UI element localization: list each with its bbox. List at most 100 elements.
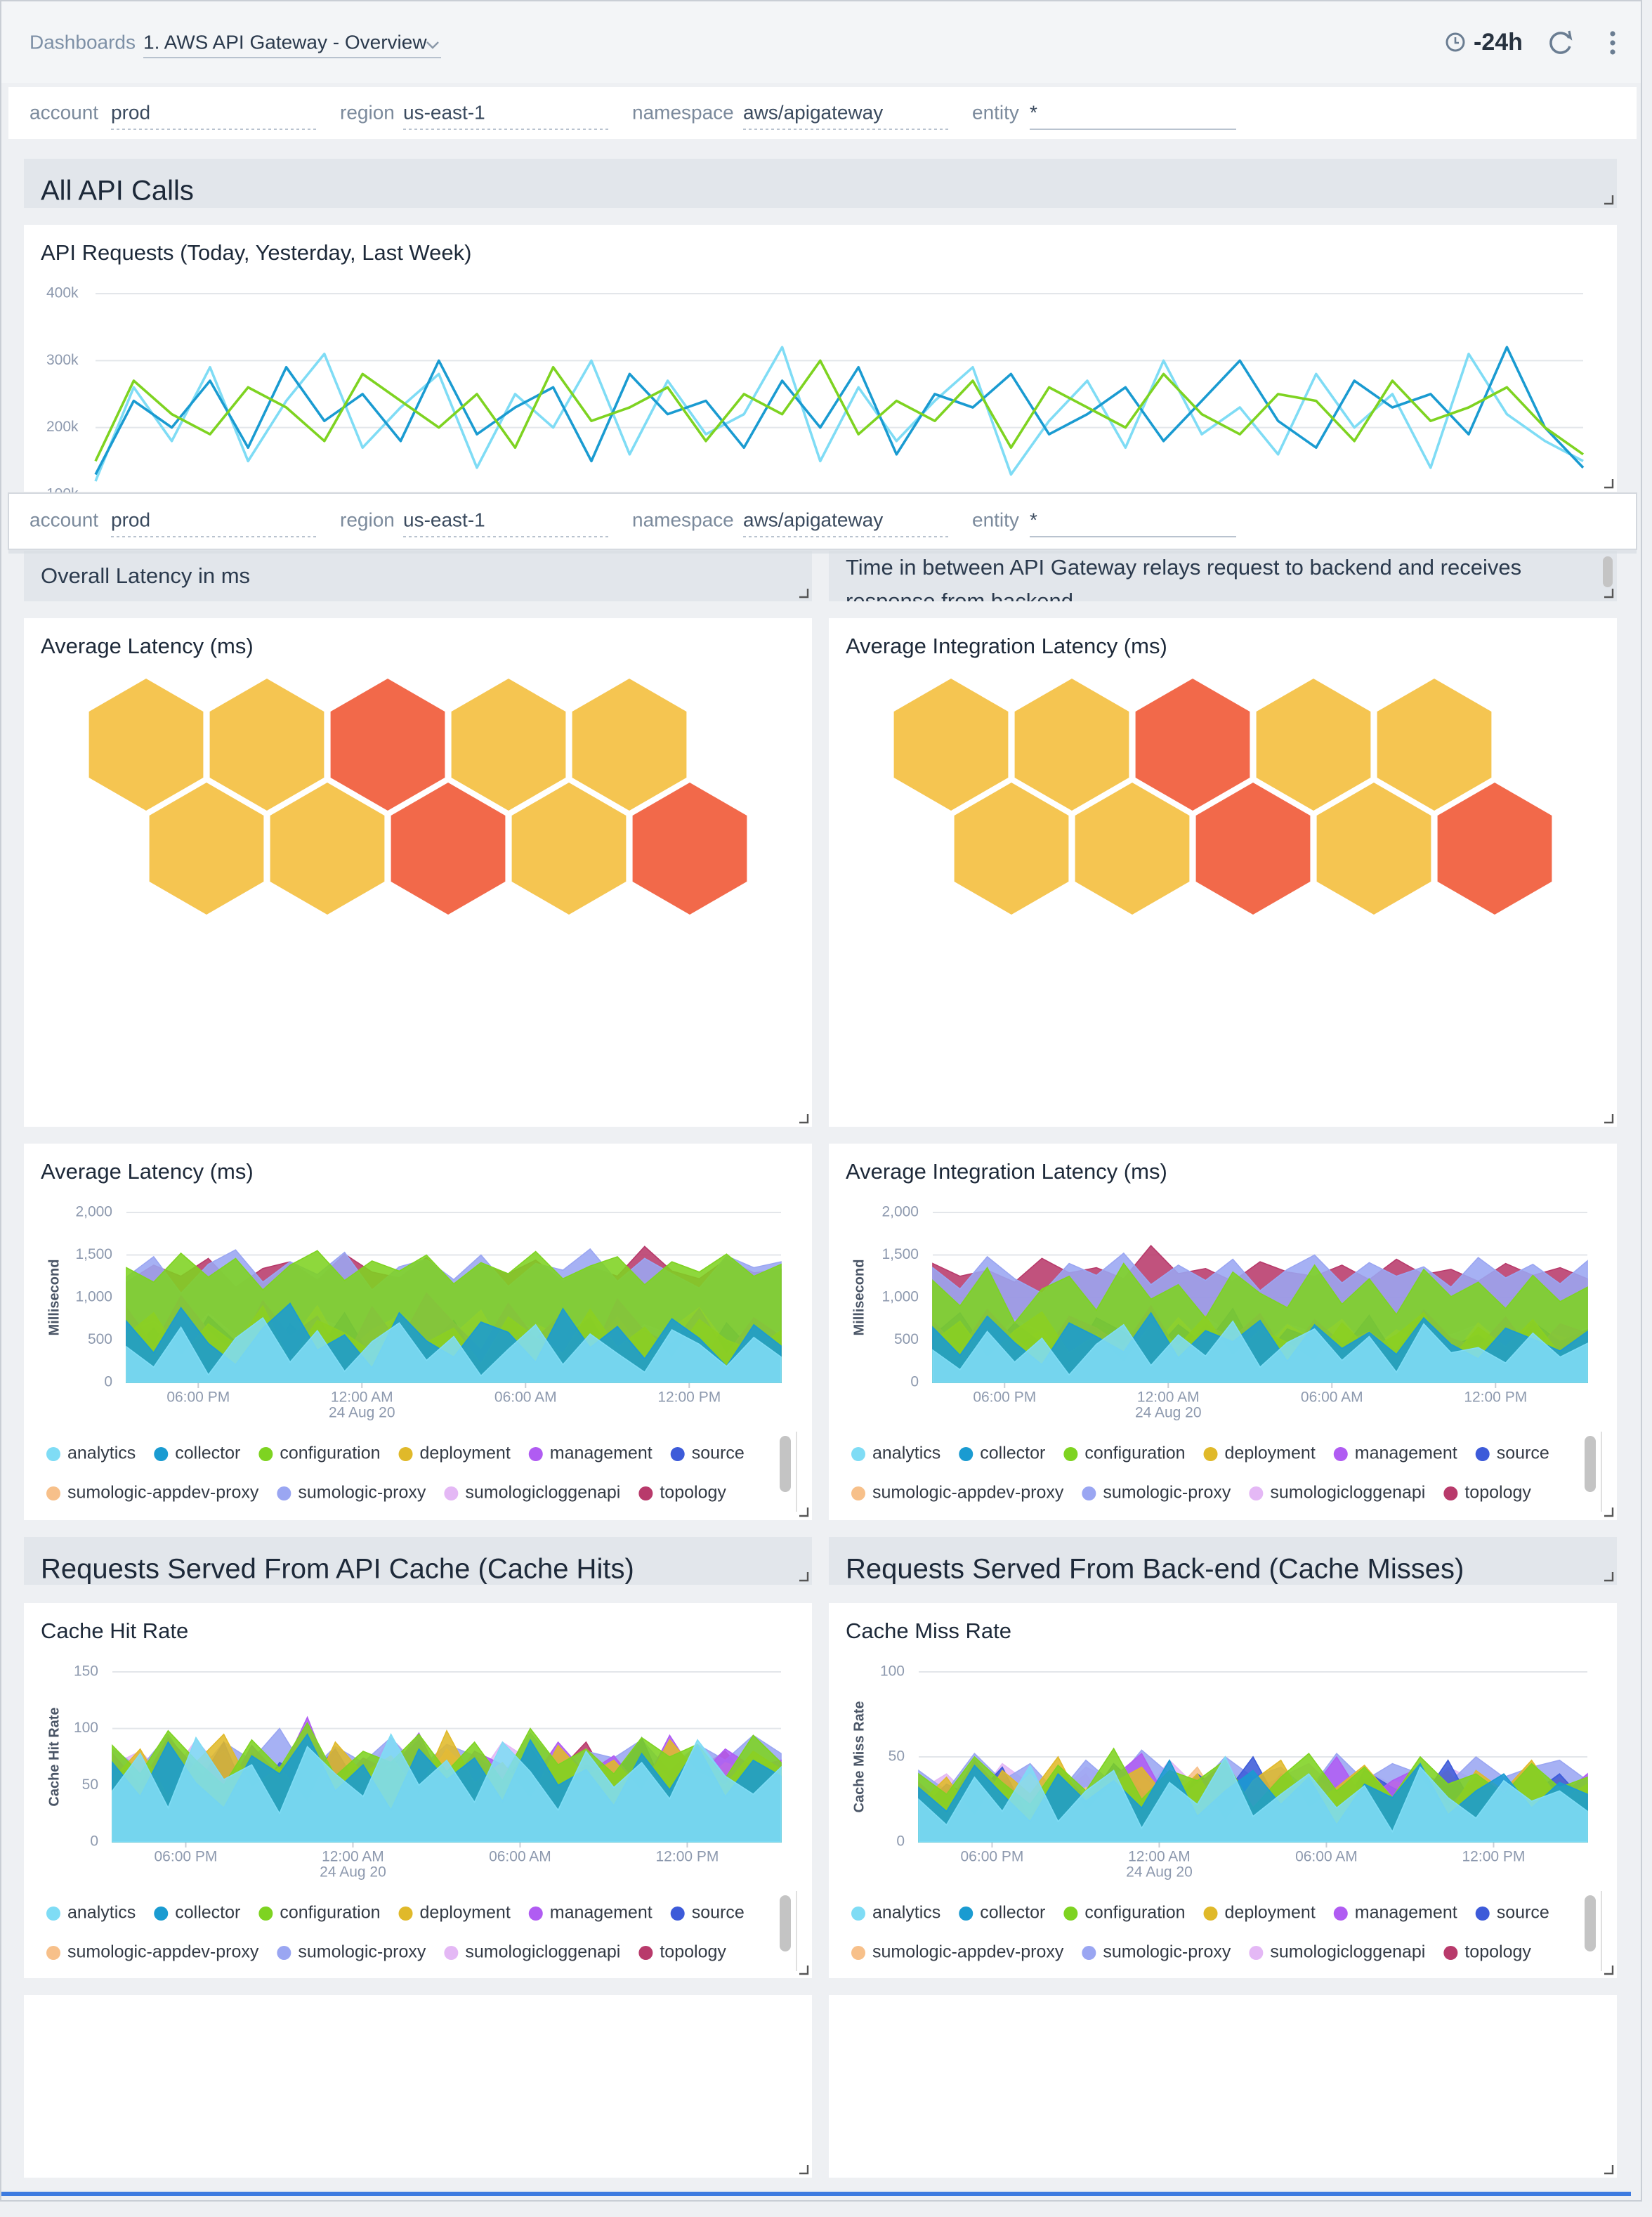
legend-label[interactable]: source [1497,1903,1549,1923]
sticky-filter-bar: account prod region us-east-1 namespace aws/a… [8,492,1637,554]
legend-label[interactable]: configuration [280,1903,380,1923]
legend-label[interactable]: collector [980,1444,1045,1463]
legend-label[interactable]: sumologicloggenapi [465,1483,620,1503]
legend-label[interactable]: analytics [872,1444,940,1463]
x-tick-label: 06:00 PM [961,1849,1024,1865]
honeycomb-cell[interactable] [391,783,506,915]
legend-scrollbar[interactable] [1585,1895,1596,1951]
honeycomb-cell[interactable] [893,679,1009,811]
clock-icon[interactable] [1446,32,1465,52]
legend-label[interactable]: topology [1464,1483,1531,1503]
legend-scrollbar[interactable] [780,1436,791,1492]
legend-label[interactable]: sumologicloggenapi [1270,1483,1425,1503]
honeycomb-cell[interactable] [1316,783,1431,915]
legend-label[interactable]: source [1497,1444,1549,1463]
honeycomb-cell[interactable] [88,679,204,811]
legend-label[interactable]: sumologic-proxy [1103,1942,1231,1962]
x-tick-label: 12:00 AM [1128,1849,1191,1865]
x-tick-label: 12:00 PM [1464,1389,1527,1406]
legend-label[interactable]: configuration [280,1444,380,1463]
honeycomb-cell[interactable] [1075,783,1190,915]
honeycomb-cell[interactable] [451,679,566,811]
honeycomb-cell[interactable] [270,783,385,915]
honeycomb-cell[interactable] [209,679,324,811]
legend-label[interactable]: sumologic-appdev-proxy [872,1483,1064,1503]
legend-label[interactable]: analytics [67,1444,136,1463]
legend-label[interactable]: deployment [420,1903,511,1923]
x-tick-label: 12:00 PM [656,1849,719,1865]
honeycomb-cell[interactable] [1256,679,1371,811]
filter-label: namespace [632,509,734,530]
legend-scrollbar[interactable] [780,1895,791,1951]
legend-label[interactable]: sumologic-proxy [298,1942,426,1962]
legend-label[interactable]: collector [175,1444,240,1463]
legend-label[interactable]: source [692,1903,745,1923]
filter-value[interactable]: us-east-1 [403,509,485,530]
legend-label[interactable]: configuration [1084,1903,1185,1923]
y-axis-title: Millisecond [851,1260,867,1336]
x-tick-label: 12:00 AM [331,1389,393,1406]
text-panel: Time in between API Gateway relays reque… [846,556,1522,601]
legend-label[interactable]: deployment [1225,1444,1316,1463]
legend-label[interactable]: collector [980,1903,1045,1923]
y-tick-label: 100 [880,1663,905,1680]
filter-value[interactable]: aws/apigateway [743,509,883,530]
refresh-icon[interactable] [1549,32,1571,54]
chart-title: Average Latency (ms) [41,634,254,658]
legend-label[interactable]: management [1355,1903,1457,1923]
honeycomb-cell[interactable] [330,679,445,811]
honeycomb-cell[interactable] [1377,679,1492,811]
legend-label[interactable]: sumologic-appdev-proxy [67,1483,259,1503]
time-range[interactable]: -24h [1474,29,1523,55]
legend-label[interactable]: management [550,1903,653,1923]
legend-label[interactable]: collector [175,1903,240,1923]
resize-handle [799,1572,809,1582]
legend-label[interactable]: sumologic-proxy [298,1483,426,1503]
filter-value[interactable]: * [1030,101,1037,123]
filter-value[interactable]: us-east-1 [403,101,485,123]
legend-label[interactable]: sumologicloggenapi [465,1942,620,1962]
honeycomb-cell[interactable] [1437,783,1552,915]
filter-value[interactable]: * [1030,509,1037,530]
honeycomb-cell[interactable] [149,783,264,915]
honeycomb-cell[interactable] [1195,783,1311,915]
legend-label[interactable]: sumologic-appdev-proxy [872,1942,1064,1962]
legend-label[interactable]: topology [660,1942,726,1962]
breadcrumb[interactable]: Dashboards [29,31,136,53]
y-tick-label: 100 [74,1720,98,1736]
honeycomb-cell[interactable] [954,783,1069,915]
honeycomb-cell[interactable] [632,783,747,915]
legend-label[interactable]: analytics [67,1903,136,1923]
filter-value[interactable]: prod [111,101,150,123]
legend-label[interactable]: sumologic-appdev-proxy [67,1942,259,1962]
legend-label[interactable]: source [692,1444,745,1463]
legend-swatch [851,1447,865,1461]
honeycomb-cell[interactable] [1135,679,1250,811]
dropdown-chevron[interactable] [426,41,439,49]
more-menu[interactable] [1610,31,1615,55]
legend-label[interactable]: deployment [420,1444,511,1463]
honeycomb-cell[interactable] [511,783,627,915]
honeycomb-cell[interactable] [572,679,687,811]
filter-value[interactable]: aws/apigateway [743,101,883,123]
legend-label[interactable]: sumologicloggenapi [1270,1942,1425,1962]
legend-label[interactable]: topology [1464,1942,1531,1962]
legend-label[interactable]: deployment [1225,1903,1316,1923]
scrollbar[interactable] [1603,556,1613,587]
legend-label[interactable]: management [1355,1444,1457,1463]
legend-label[interactable]: configuration [1084,1444,1185,1463]
chart-title: Average Latency (ms) [41,1159,254,1184]
legend-label[interactable]: analytics [872,1903,940,1923]
honeycomb-cell[interactable] [1014,679,1129,811]
filter-label: region [340,509,395,530]
resize-handle [1604,479,1614,489]
legend-label[interactable]: sumologic-proxy [1103,1483,1231,1503]
dashboard-name[interactable]: 1. AWS API Gateway - Overview [143,31,427,53]
chart-title: Cache Hit Rate [41,1618,188,1643]
legend-scrollbar[interactable] [1585,1436,1596,1492]
legend-label[interactable]: topology [660,1483,726,1503]
legend-label[interactable]: management [550,1444,653,1463]
x-tick-label: 06:00 AM [1301,1389,1363,1406]
filter-value[interactable]: prod [111,509,150,530]
series-area [126,1316,782,1383]
